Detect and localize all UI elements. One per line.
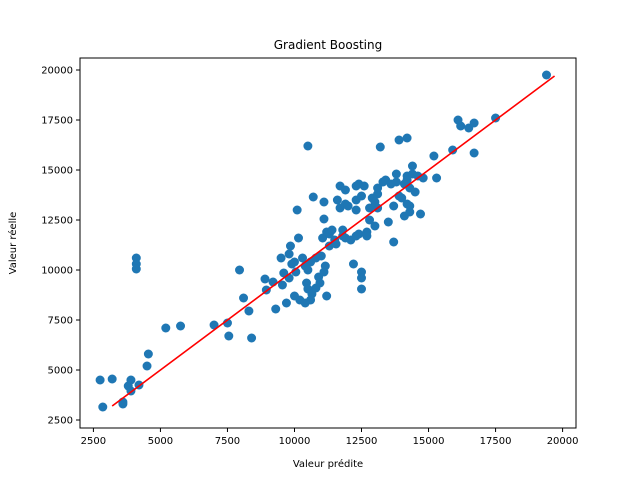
data-point <box>322 291 332 301</box>
data-point <box>391 177 401 187</box>
data-point <box>281 298 291 308</box>
x-axis: 2500 5000 7500 10000 12500 15000 17500 20000 <box>81 428 579 447</box>
data-point <box>491 113 501 123</box>
data-point <box>306 295 316 305</box>
data-point <box>298 253 308 263</box>
data-point <box>294 233 304 243</box>
y-tick-label: 7500 <box>48 316 73 327</box>
data-point <box>370 221 380 231</box>
data-point <box>277 280 287 290</box>
data-point <box>389 237 399 247</box>
data-point <box>235 265 245 275</box>
chart-title: Gradient Boosting <box>274 38 382 52</box>
data-point <box>354 229 364 239</box>
data-point <box>362 231 372 241</box>
y-tick-label: 5000 <box>48 366 73 377</box>
data-point <box>107 374 117 384</box>
data-point <box>244 306 254 316</box>
x-tick-label: 17500 <box>480 436 512 447</box>
data-point <box>394 135 404 145</box>
data-point <box>469 148 479 158</box>
data-point <box>289 257 299 267</box>
y-tick-label: 2500 <box>48 416 73 427</box>
x-tick-label: 15000 <box>413 436 445 447</box>
x-tick-label: 2500 <box>81 436 106 447</box>
data-point <box>292 205 302 215</box>
data-point <box>327 225 337 235</box>
data-point <box>320 261 330 271</box>
data-point <box>415 209 425 219</box>
data-point <box>95 375 105 385</box>
x-tick-label: 12500 <box>346 436 378 447</box>
data-point <box>365 203 375 213</box>
data-point <box>319 197 329 207</box>
data-point <box>284 249 294 259</box>
data-point <box>383 217 393 227</box>
data-point <box>542 70 552 80</box>
data-point <box>391 169 401 179</box>
y-tick-label: 10000 <box>41 266 73 277</box>
y-tick-label: 15000 <box>41 166 73 177</box>
data-point <box>308 192 318 202</box>
data-point <box>239 293 249 303</box>
x-axis-label: Valeur prédite <box>293 458 363 470</box>
x-tick-label: 5000 <box>148 436 173 447</box>
data-point <box>316 251 326 261</box>
data-point <box>359 181 369 191</box>
data-point <box>340 185 350 195</box>
data-point <box>373 189 383 199</box>
data-point <box>357 191 367 201</box>
data-point <box>247 333 257 343</box>
data-point <box>131 264 141 274</box>
data-point <box>224 331 234 341</box>
data-point <box>397 193 407 203</box>
y-axis: 2500 5000 7500 10000 12500 15000 17500 20000 <box>41 66 80 427</box>
data-point <box>303 141 313 151</box>
data-point <box>176 321 186 331</box>
data-point <box>410 187 420 197</box>
data-point <box>319 214 329 224</box>
data-point <box>142 361 152 371</box>
data-point <box>432 173 442 183</box>
data-point <box>303 265 313 275</box>
data-point <box>448 145 458 155</box>
data-point <box>332 195 342 205</box>
data-point <box>357 284 367 294</box>
data-point <box>375 142 385 152</box>
data-point <box>365 215 375 225</box>
data-point <box>429 151 439 161</box>
x-tick-label: 20000 <box>547 436 579 447</box>
data-point <box>315 278 325 288</box>
data-point <box>209 320 219 330</box>
x-tick-label: 7500 <box>215 436 240 447</box>
plot-area <box>95 70 556 412</box>
data-point <box>389 201 399 211</box>
data-point <box>271 304 281 314</box>
data-point <box>126 375 136 385</box>
data-point <box>276 253 286 263</box>
data-point <box>285 241 295 251</box>
data-point <box>343 201 353 211</box>
data-point <box>351 205 361 215</box>
data-point <box>348 259 358 269</box>
data-point <box>98 402 108 412</box>
data-point <box>260 274 270 284</box>
y-tick-label: 20000 <box>41 66 73 77</box>
axes-frame <box>79 57 577 429</box>
data-point <box>143 349 153 359</box>
data-point <box>407 161 417 171</box>
y-tick-label: 17500 <box>41 116 73 127</box>
data-point <box>402 133 412 143</box>
data-point <box>331 239 341 249</box>
data-point <box>405 201 415 211</box>
data-point <box>456 121 466 131</box>
data-point <box>469 118 479 128</box>
y-axis-label: Valeur réelle <box>7 212 19 275</box>
y-tick-label: 12500 <box>41 216 73 227</box>
data-point <box>357 273 367 283</box>
x-tick-label: 10000 <box>279 436 311 447</box>
regression-line <box>111 75 556 407</box>
data-point <box>161 323 171 333</box>
